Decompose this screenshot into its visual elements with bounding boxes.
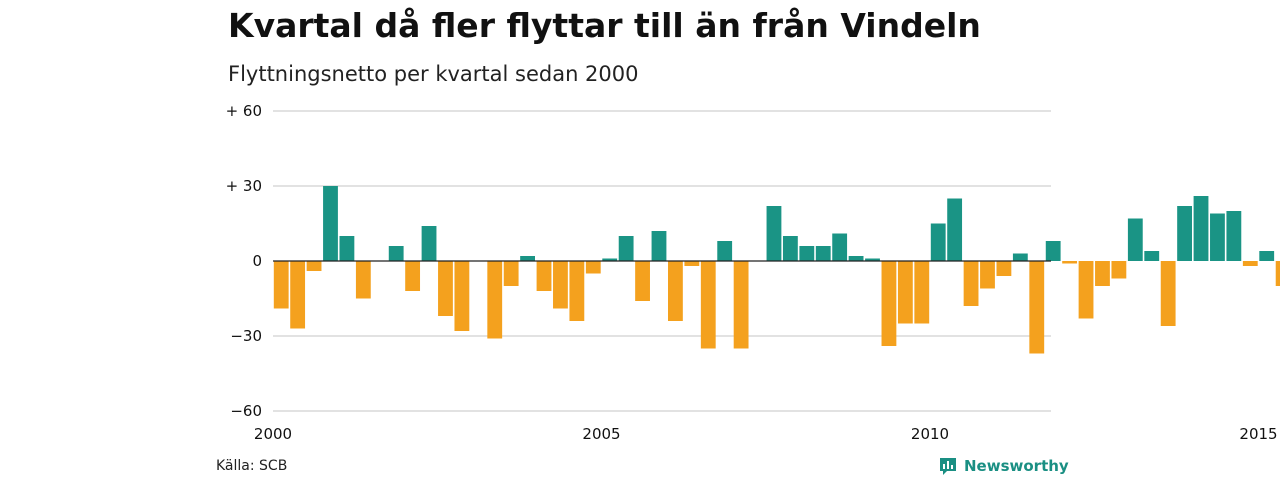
bar	[1062, 261, 1078, 264]
y-tick-label: + 30	[226, 177, 262, 195]
source-note: Källa: SCB	[216, 458, 288, 474]
bar	[668, 261, 683, 321]
bar	[897, 261, 913, 324]
bar	[1259, 251, 1275, 261]
bar	[1012, 253, 1028, 261]
bar	[1144, 251, 1160, 261]
bar	[914, 261, 930, 324]
bar	[1111, 261, 1127, 279]
bar-series	[273, 186, 1280, 354]
bar	[1095, 261, 1110, 286]
x-tick-label: 2000	[254, 425, 292, 443]
bar	[1160, 261, 1176, 326]
bar	[848, 256, 864, 261]
bar	[1275, 261, 1280, 286]
x-tick-label: 2015	[1239, 425, 1277, 443]
bar	[717, 241, 733, 261]
bar	[1045, 241, 1061, 261]
bar	[290, 261, 306, 329]
bar	[454, 261, 470, 331]
bar	[602, 258, 618, 261]
bar	[503, 261, 519, 286]
bar	[881, 261, 897, 346]
bar	[1210, 213, 1225, 261]
bar	[388, 246, 404, 261]
bar	[339, 236, 355, 261]
bar	[569, 261, 585, 321]
bar	[306, 261, 322, 271]
chart-subtitle: Flyttningsnetto per kvartal sedan 2000	[228, 62, 639, 86]
bar	[1226, 211, 1242, 261]
bar	[1242, 261, 1258, 266]
bar	[832, 233, 848, 261]
bar	[865, 258, 880, 261]
chart-title: Kvartal då fler flyttar till än från Vin…	[228, 6, 981, 45]
bar	[520, 256, 535, 261]
bar	[1177, 206, 1192, 261]
bar	[273, 261, 289, 309]
bar	[930, 223, 946, 261]
axes: + 60+ 300−30−6020002005201020152020	[226, 102, 1278, 443]
y-tick-label: 0	[252, 252, 262, 270]
bar	[536, 261, 552, 291]
bar	[733, 261, 749, 349]
bar	[355, 261, 371, 299]
bar	[782, 236, 798, 261]
bar	[618, 236, 634, 261]
bar	[635, 261, 650, 301]
bar	[651, 231, 667, 261]
y-tick-label: −30	[230, 327, 262, 345]
bar	[438, 261, 453, 316]
bar	[815, 246, 831, 261]
bar	[1029, 261, 1045, 354]
bar	[553, 261, 568, 309]
bar	[980, 261, 995, 289]
bar	[1193, 196, 1209, 261]
grid-lines	[273, 110, 1051, 412]
bar	[700, 261, 716, 349]
brand-name: Newsworthy	[964, 457, 1069, 475]
x-tick-label: 2010	[911, 425, 949, 443]
bar	[487, 261, 503, 339]
bar	[996, 261, 1012, 276]
bar	[963, 261, 979, 306]
bar	[684, 261, 700, 266]
bar	[947, 198, 963, 261]
brand-logo: Newsworthy	[938, 456, 1069, 476]
newsworthy-logo-icon	[940, 458, 956, 475]
x-tick-label: 2005	[582, 425, 620, 443]
bar	[323, 186, 338, 261]
bar	[766, 206, 782, 261]
bar	[1078, 261, 1094, 319]
bar	[585, 261, 601, 274]
bar	[799, 246, 815, 261]
bar	[405, 261, 421, 291]
bar	[421, 226, 437, 261]
y-tick-label: −60	[230, 402, 262, 420]
bar	[1127, 218, 1143, 261]
y-tick-label: + 60	[226, 102, 262, 120]
